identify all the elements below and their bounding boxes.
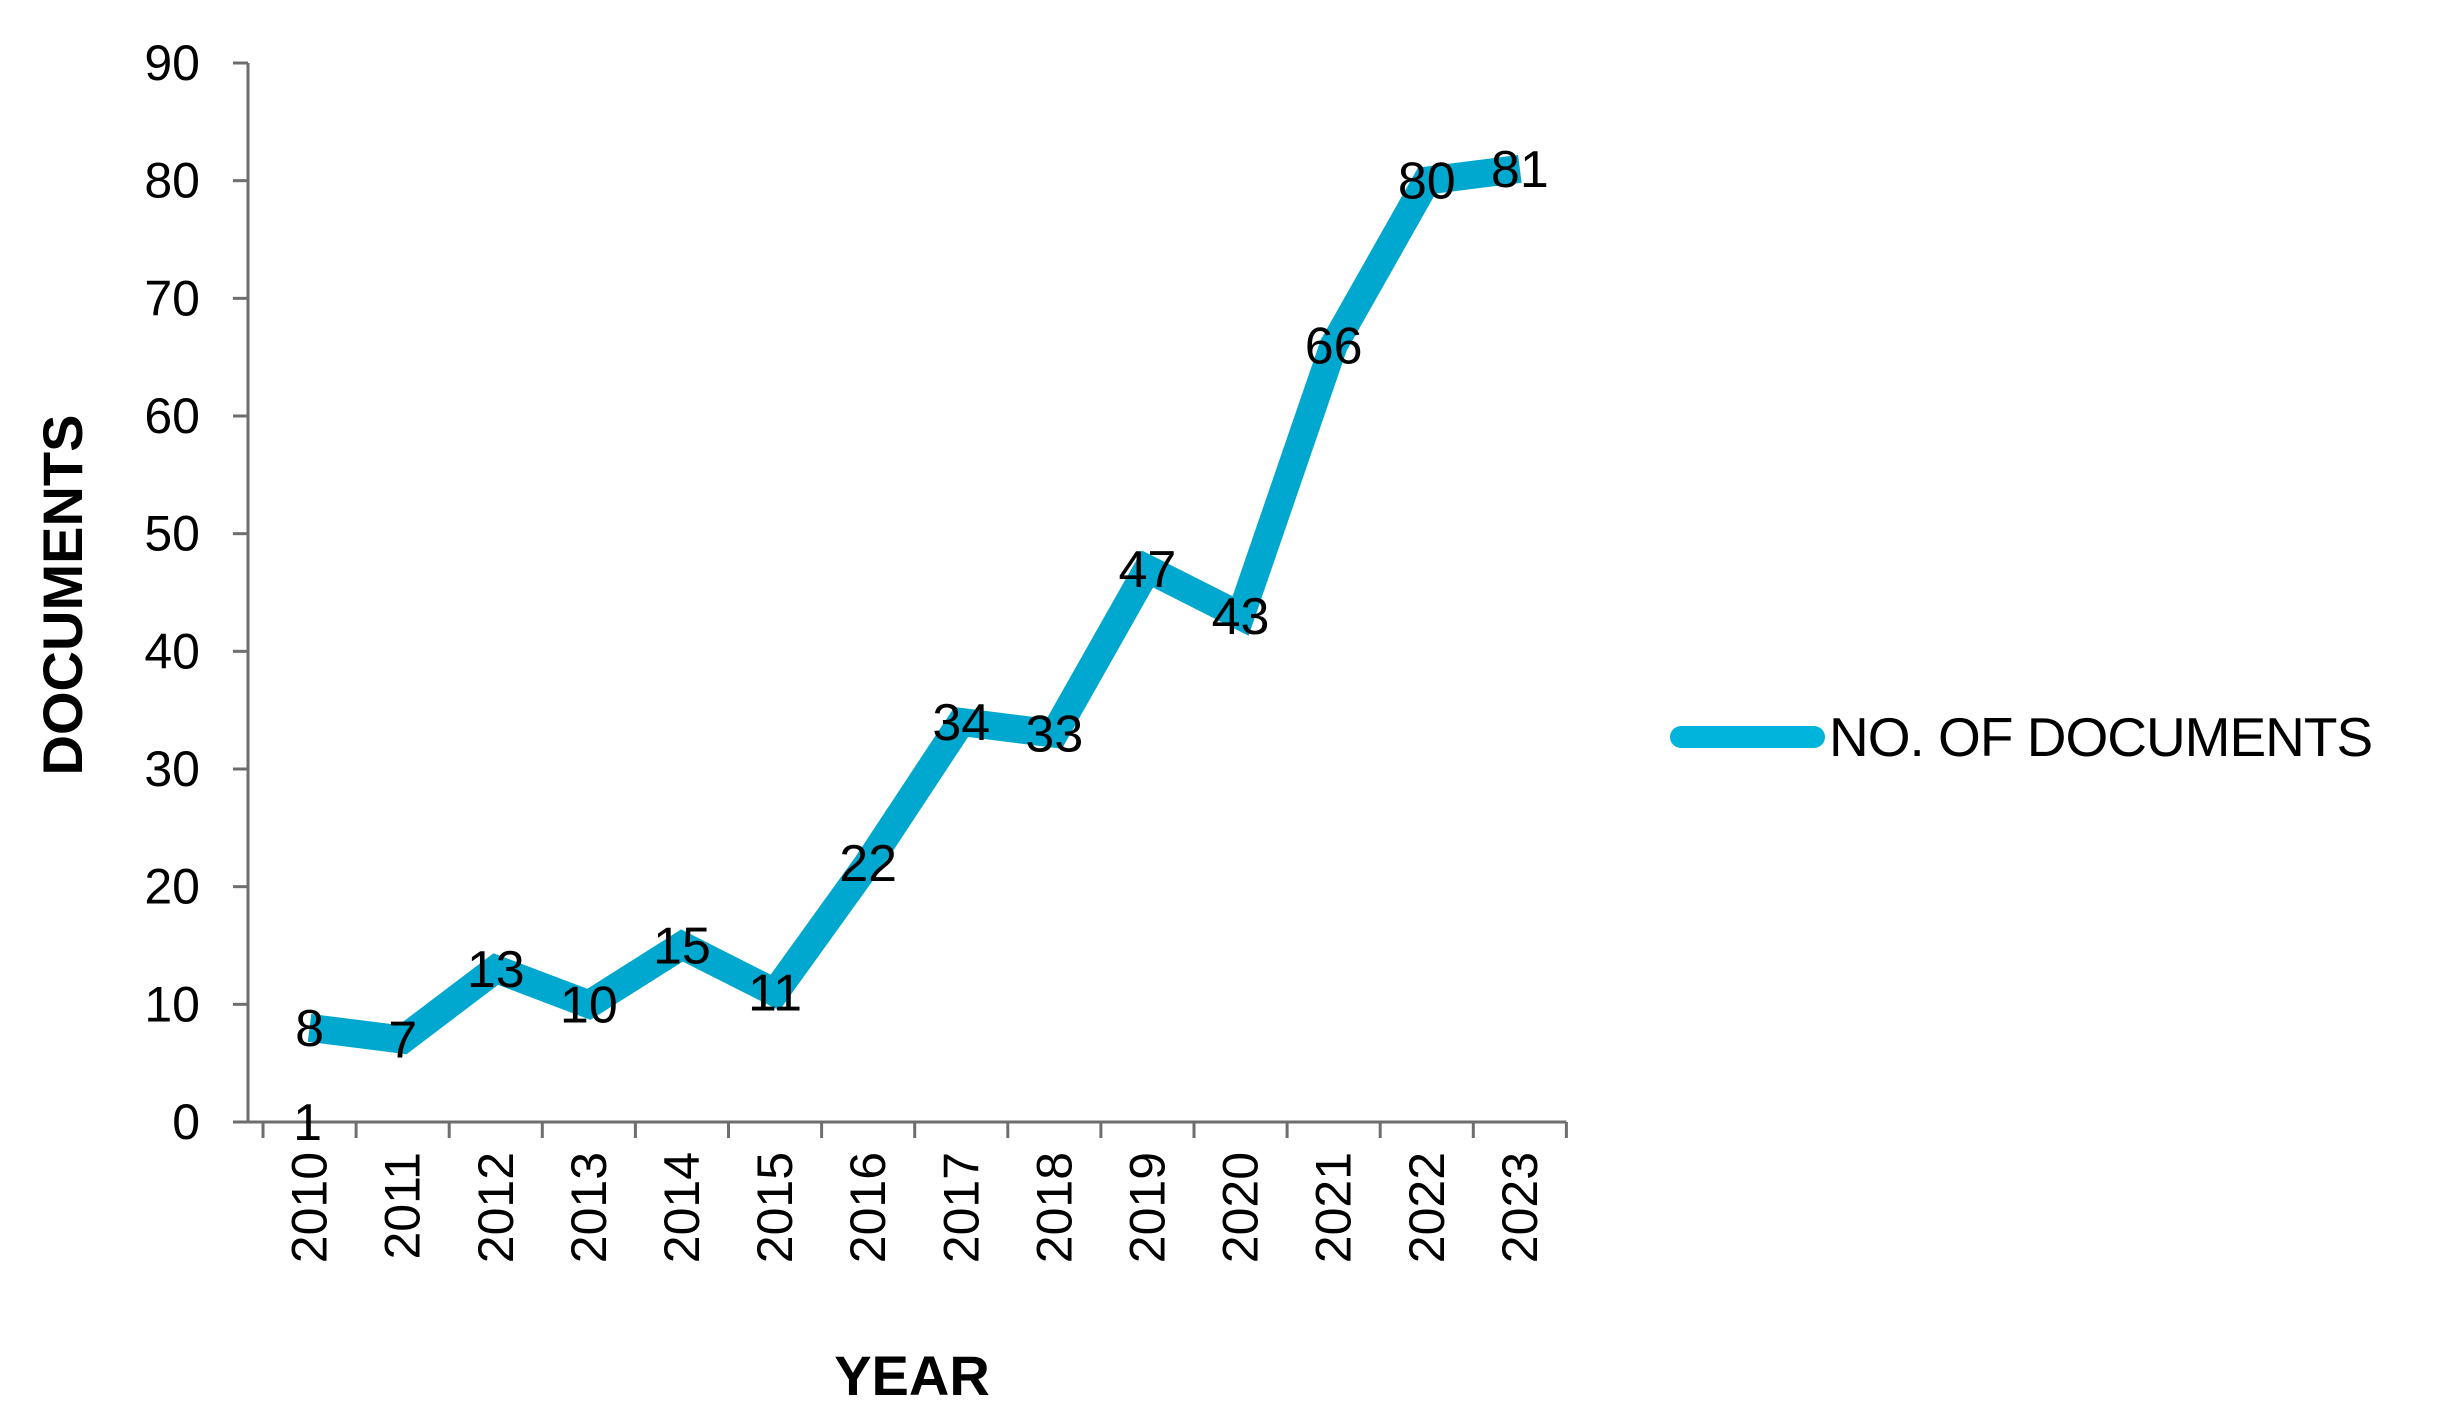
y-tick-label: 40 [144, 623, 200, 679]
annotation-label: 1 [293, 1094, 322, 1152]
data-label: 8 [295, 1000, 324, 1058]
y-tick-label: 0 [172, 1094, 200, 1150]
x-tick-label: 2013 [561, 1152, 617, 1263]
x-tick-label: 2020 [1213, 1152, 1269, 1263]
y-tick-label: 30 [144, 741, 200, 797]
data-labels: 8 7 13 10 15 11 22 34 33 47 43 66 80 81 1 [293, 141, 1549, 1152]
x-axis: 2010 2011 2012 2013 2014 2015 2016 2017 2018 2019… [233, 1120, 1568, 1263]
legend-line-swatch [1670, 726, 1825, 748]
y-tick-label: 70 [144, 270, 200, 326]
x-tick-label: 2012 [468, 1152, 524, 1263]
x-tick-label: 2010 [282, 1152, 338, 1263]
y-tick-label: 20 [144, 859, 200, 915]
y-tick-label: 10 [144, 976, 200, 1032]
series-no-of-documents [307, 155, 1522, 1055]
x-tick-label: 2011 [375, 1152, 431, 1260]
y-tick-label: 60 [144, 388, 200, 444]
data-label: 43 [1212, 588, 1270, 646]
data-label: 13 [467, 941, 525, 999]
x-tick-label: 2019 [1119, 1152, 1175, 1263]
x-tick-label: 2021 [1306, 1152, 1362, 1263]
data-label: 66 [1305, 317, 1363, 375]
legend-label: NO. OF DOCUMENTS [1829, 706, 2373, 768]
x-tick-label: 2015 [747, 1152, 803, 1263]
y-tick-label: 50 [144, 506, 200, 562]
x-tick-label: 2014 [654, 1152, 710, 1263]
y-tick-label: 90 [144, 35, 200, 91]
legend: NO. OF DOCUMENTS [1670, 705, 2373, 769]
y-axis: 0 10 20 30 40 50 60 70 80 90 [144, 35, 250, 1150]
data-label: 33 [1025, 706, 1083, 764]
data-label: 11 [748, 965, 802, 1023]
x-axis-title: YEAR [834, 1344, 990, 1407]
y-tick-label: 80 [144, 153, 200, 209]
data-label: 15 [653, 918, 711, 976]
y-axis-title: DOCUMENTS [31, 415, 94, 776]
x-tick-label: 2023 [1492, 1152, 1548, 1263]
data-label: 22 [839, 835, 897, 893]
x-tick-label: 2017 [933, 1152, 989, 1263]
data-label: 10 [560, 976, 618, 1034]
data-label: 34 [932, 694, 990, 752]
data-label: 81 [1491, 141, 1549, 199]
data-label: 47 [1119, 541, 1177, 599]
x-tick-label: 2022 [1399, 1152, 1455, 1263]
data-label: 80 [1398, 153, 1456, 211]
x-tick-label: 2016 [840, 1152, 896, 1263]
x-tick-label: 2018 [1026, 1152, 1082, 1263]
data-label: 7 [388, 1012, 417, 1070]
